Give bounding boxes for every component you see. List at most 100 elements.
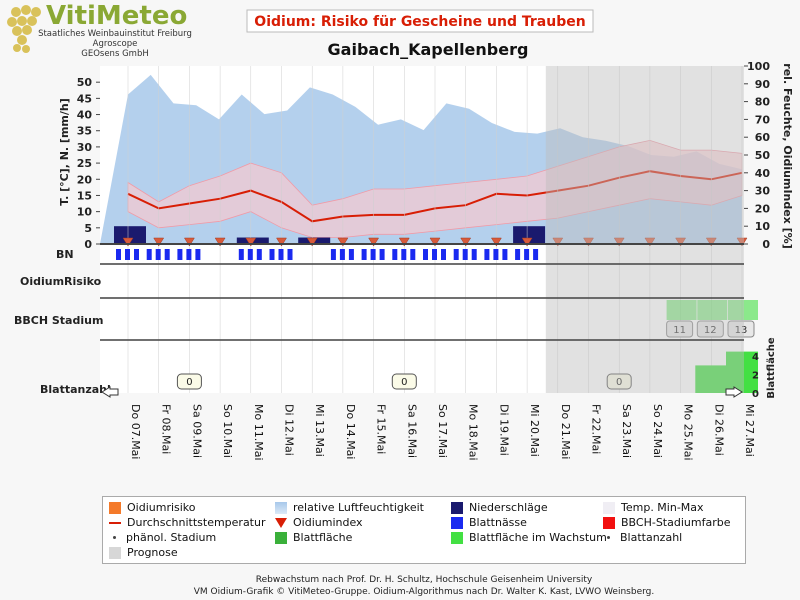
legend-item: BBCH-Stadiumfarbe xyxy=(603,516,730,529)
legend-swatch xyxy=(603,516,615,529)
leaf-wetness-bar xyxy=(515,249,521,260)
oidium-index-marker xyxy=(429,237,441,247)
legend-swatch xyxy=(451,516,463,529)
legend-item: Blattnässe xyxy=(451,516,527,529)
left-tick-label: 50 xyxy=(77,76,93,89)
x-axis-labels: Do 07.Mai Fr 08.Mai Sa 09.Mai So 10.Mai Mo 1… xyxy=(129,404,756,461)
scroll-right-arrow-icon[interactable] xyxy=(725,386,743,398)
legend-label: BBCH-Stadiumfarbe xyxy=(621,516,731,529)
logo: VitiMeteo Staatliches Weinbauinstitut Fr… xyxy=(7,1,192,59)
bbch-stage-box xyxy=(666,320,694,338)
bbch-stage-label: 11 xyxy=(673,325,686,336)
oidium-index-marker xyxy=(306,237,318,247)
right-tick-label: 90 xyxy=(755,78,771,91)
leaf-wetness-bar xyxy=(423,249,428,260)
x-axis-date-label: Fr 08.Mai xyxy=(160,404,173,454)
x-axis-date-label: Do 14.Mai xyxy=(344,404,357,459)
legend-item: Temp. Min-Max xyxy=(603,501,704,514)
bbch-stage-label: 12 xyxy=(704,325,717,336)
right-tick-label: 60 xyxy=(755,131,771,144)
leaf-wetness-bar xyxy=(370,249,376,260)
leaf-wetness-bar xyxy=(116,249,121,260)
legend-label: Blattnässe xyxy=(469,516,527,529)
left-tick-label: 15 xyxy=(77,189,92,202)
bbch-stage-box xyxy=(727,320,755,338)
leaf-wetness-bar xyxy=(432,249,437,260)
leaf-count-label: Blattanzahl xyxy=(40,383,111,396)
leaf-wetness-bar xyxy=(256,249,262,260)
chart-title: Oidium: Risiko für Gescheine und Trauben xyxy=(254,14,585,30)
oidium-index-markers xyxy=(122,237,748,247)
x-axis-date-label: Sa 09.Mai xyxy=(190,404,203,458)
legend: Oidiumrisiko relative Luftfeuchtigkeit Nie… xyxy=(102,496,746,564)
legend-swatch xyxy=(607,536,610,539)
leaf-wetness-bar xyxy=(462,249,468,260)
x-axis-date-label: Mo 18.Mai xyxy=(467,404,480,461)
bbch-stage-label: 13 xyxy=(735,325,748,336)
right-tick-label: 70 xyxy=(755,113,771,126)
leaf-wetness-bar xyxy=(177,249,183,260)
oidium-index-marker xyxy=(736,237,748,247)
scroll-left-arrow-icon[interactable] xyxy=(101,386,119,398)
x-axis-date-label: Mo 11.Mai xyxy=(252,404,265,461)
leaf-wetness-bar xyxy=(146,249,152,260)
x-axis-date-label: Mi 27.Mai xyxy=(743,404,756,457)
x-axis-date-label: Mi 13.Mai xyxy=(313,404,326,457)
oidium-index-marker xyxy=(183,237,195,247)
bbch-stage-markers: 11 12 13 xyxy=(666,300,758,338)
leaf-wetness-bar xyxy=(155,249,161,260)
right-tick-label: 100 xyxy=(747,60,770,73)
blattflaeche-axis: 0 2 4 xyxy=(752,352,759,400)
leaf-wetness-bar xyxy=(471,249,477,260)
leaf-wetness-bar xyxy=(502,249,508,260)
blattflaeche-tick-label: 4 xyxy=(752,352,759,363)
x-axis-date-label: Do 21.Mai xyxy=(559,404,572,459)
bbch-color-bar xyxy=(666,300,697,320)
right-axis-title: rel. Feuchte, OidiumIndex [%] xyxy=(781,63,794,248)
leaf-wetness-bar xyxy=(125,249,130,260)
legend-item: Durchschnittstemperatur xyxy=(109,516,266,529)
leaf-wetness-bar xyxy=(247,249,253,260)
leaf-area-bars xyxy=(695,351,758,393)
legend-label: phänol. Stadium xyxy=(126,531,217,544)
oidium-index-marker xyxy=(245,237,257,247)
left-tick-label: 30 xyxy=(77,141,93,154)
left-tick-label: 35 xyxy=(77,125,92,138)
leaf-wetness-bar xyxy=(533,249,539,260)
right-tick-label: 30 xyxy=(755,185,771,198)
x-axis-date-label: Sa 23.Mai xyxy=(620,404,633,458)
legend-swatch xyxy=(451,531,463,544)
leaf-wetness-bar xyxy=(269,249,275,260)
bbch-stage-box xyxy=(696,320,724,338)
oidium-index-marker xyxy=(552,237,564,247)
legend-label: Temp. Min-Max xyxy=(621,501,704,514)
precipitation-bar xyxy=(114,226,146,244)
leaf-wetness-bar xyxy=(134,249,139,260)
leaf-count-value: 0 xyxy=(401,377,407,388)
x-axis-date-label: So 24.Mai xyxy=(651,404,664,458)
right-axis: 0 10 20 30 40 50 60 70 80 90 100 xyxy=(744,60,770,251)
bn-label: BN xyxy=(56,248,74,261)
oidium-risk-label: OidiumRisiko xyxy=(20,275,102,288)
oidium-index-marker xyxy=(613,237,625,247)
legend-label: Prognose xyxy=(127,546,178,559)
right-tick-label: 40 xyxy=(755,167,771,180)
right-tick-label: 20 xyxy=(755,202,771,215)
precipitation-bar xyxy=(513,226,546,244)
x-axis-date-label: Sa 16.Mai xyxy=(405,404,418,458)
legend-item: Blattanzahl xyxy=(603,531,682,544)
left-tick-label: 45 xyxy=(77,92,92,105)
bbch-label: BBCH Stadium xyxy=(14,314,103,327)
leaf-wetness-bar xyxy=(238,249,244,260)
legend-item: phänol. Stadium xyxy=(109,531,216,544)
bbch-color-bar xyxy=(697,300,728,320)
oidium-index-marker xyxy=(368,237,380,247)
leaf-wetness-bar xyxy=(493,249,499,260)
legend-swatch xyxy=(603,501,615,514)
leaf-wetness-bar xyxy=(410,249,416,260)
leaf-wetness-bar xyxy=(379,249,385,260)
legend-swatch xyxy=(113,536,116,539)
left-axis: 0 5 10 15 20 25 30 35 40 45 50 xyxy=(77,76,100,251)
blattflaeche-axis-title: Blattfläche xyxy=(766,337,777,399)
left-axis-title: T. [°C], N. [mm/h] xyxy=(58,98,71,206)
